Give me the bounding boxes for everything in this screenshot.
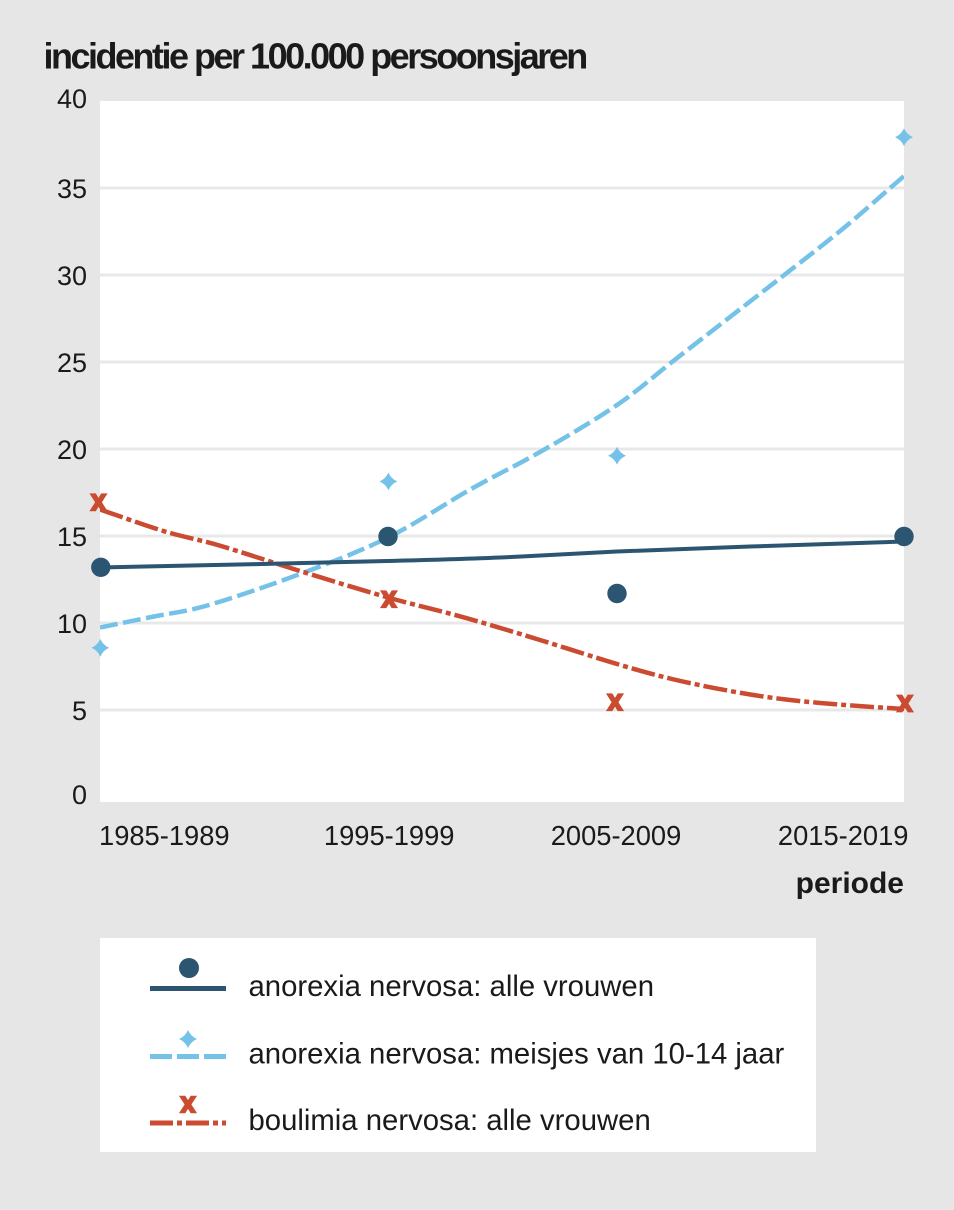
svg-text:5: 5: [72, 696, 87, 726]
svg-text:0: 0: [72, 780, 87, 810]
svg-text:15: 15: [57, 522, 87, 552]
svg-text:periode: periode: [796, 867, 904, 900]
svg-text:2015-2019: 2015-2019: [778, 820, 909, 851]
svg-text:40: 40: [57, 84, 87, 114]
svg-text:25: 25: [57, 348, 87, 378]
svg-text:20: 20: [57, 435, 87, 465]
svg-text:10: 10: [57, 609, 87, 639]
svg-text:35: 35: [57, 174, 87, 204]
svg-text:anorexia nervosa: alle vrouwen: anorexia nervosa: alle vrouwen: [249, 970, 655, 1003]
svg-text:30: 30: [57, 261, 87, 291]
svg-text:anorexia nervosa: meisjes van: anorexia nervosa: meisjes van 10-14 jaar: [249, 1038, 785, 1071]
svg-text:1995-1999: 1995-1999: [324, 820, 455, 851]
svg-text:boulimia nervosa: alle vrouwen: boulimia nervosa: alle vrouwen: [249, 1104, 651, 1137]
svg-text:2005-2009: 2005-2009: [551, 820, 682, 851]
svg-text:1985-1989: 1985-1989: [99, 820, 230, 851]
svg-text:incidentie per 100.000 persoon: incidentie per 100.000 persoonsjaren: [44, 36, 587, 77]
